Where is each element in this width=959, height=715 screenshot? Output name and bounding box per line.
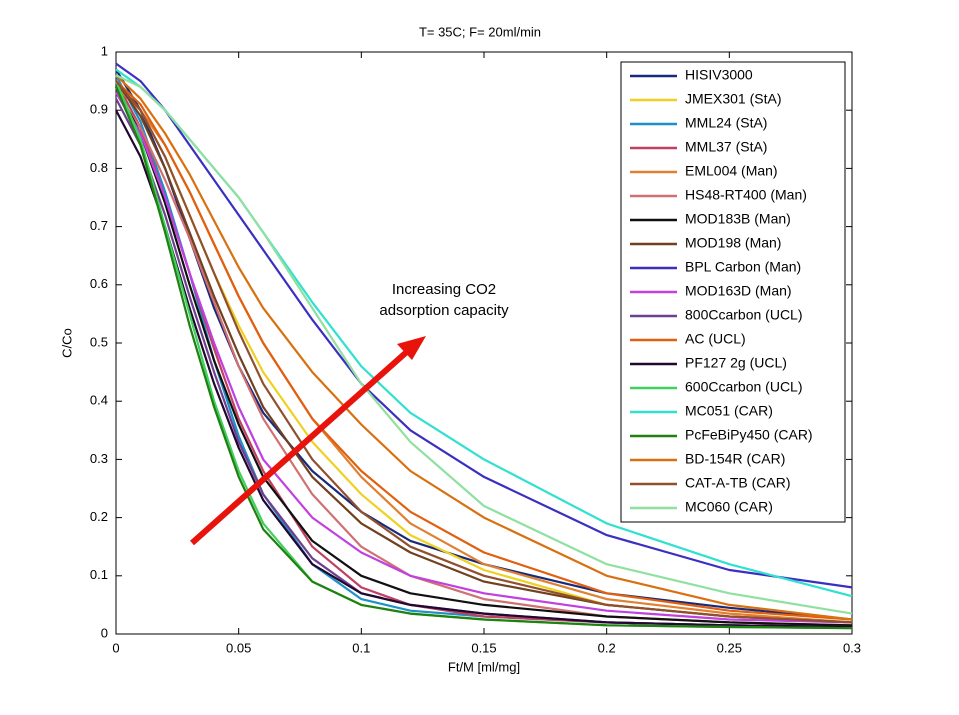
y-tick-label: 0.1 — [90, 567, 108, 582]
legend-label: EML004 (Man) — [685, 163, 778, 179]
y-tick-label: 0.8 — [90, 160, 108, 175]
y-tick-label: 0.6 — [90, 276, 108, 291]
legend-label: HS48-RT400 (Man) — [685, 187, 807, 203]
y-tick-label: 0.7 — [90, 218, 108, 233]
legend-label: 800Ccarbon (UCL) — [685, 307, 803, 323]
x-tick-label: 0.2 — [598, 640, 616, 655]
legend-label: HISIV3000 — [685, 67, 753, 83]
series-line — [115, 74, 853, 615]
legend-label: 600Ccarbon (UCL) — [685, 379, 803, 395]
arrow-shaft — [190, 346, 412, 546]
legend-label: PF127 2g (UCL) — [685, 355, 787, 371]
legend-label: CAT-A-TB (CAR) — [685, 475, 791, 491]
y-tick-label: 0.4 — [90, 393, 108, 408]
series-line — [115, 86, 853, 627]
legend-label: MOD163D (Man) — [685, 283, 792, 299]
y-tick-label: 0.3 — [90, 451, 108, 466]
y-tick-label: 0 — [101, 625, 108, 640]
legend-label: MOD183B (Man) — [685, 211, 791, 227]
legend: HISIV3000 JMEX301 (StA) MML24 (StA) MML37 (… — [620, 61, 846, 523]
y-tick-label: 0.9 — [90, 102, 108, 117]
legend-label: MML24 (StA) — [685, 115, 767, 131]
legend-label: MOD198 (Man) — [685, 235, 781, 251]
legend-label: JMEX301 (StA) — [685, 91, 781, 107]
series-line — [114, 86, 853, 630]
series-line — [115, 80, 853, 624]
legend-label: MML37 (StA) — [685, 139, 767, 155]
x-axis-label: Ft/M [ml/mg] — [448, 659, 520, 674]
annotation: adsorption capacity — [379, 302, 509, 319]
legend-label: AC (UCL) — [685, 331, 746, 347]
legend-label: PcFeBiPy450 (CAR) — [685, 427, 813, 443]
legend-label: MC060 (CAR) — [685, 499, 773, 515]
legend-label: BD-154R (CAR) — [685, 451, 785, 467]
y-tick-label: 1 — [101, 43, 108, 58]
annotation-arrow — [190, 336, 426, 546]
x-tick-label: 0.1 — [352, 640, 370, 655]
legend-label: BPL Carbon (Man) — [685, 259, 801, 275]
series-line — [115, 80, 853, 621]
chart-title: T= 35C; F= 20ml/min — [419, 24, 541, 39]
legend-label: MC051 (CAR) — [685, 403, 773, 419]
y-tick-label: 0.5 — [90, 334, 108, 349]
x-tick-label: 0.3 — [843, 640, 861, 655]
arrow-head — [397, 336, 426, 360]
series-line — [115, 92, 853, 624]
y-tick-label: 0.2 — [90, 509, 108, 524]
series-line — [115, 74, 853, 621]
x-tick-label: 0.05 — [226, 640, 251, 655]
x-tick-label: 0.25 — [717, 640, 742, 655]
x-tick-label: 0 — [112, 640, 119, 655]
y-axis-label: C/Co — [59, 328, 74, 358]
annotation: Increasing CO2 — [392, 281, 496, 298]
x-tick-label: 0.15 — [471, 640, 496, 655]
